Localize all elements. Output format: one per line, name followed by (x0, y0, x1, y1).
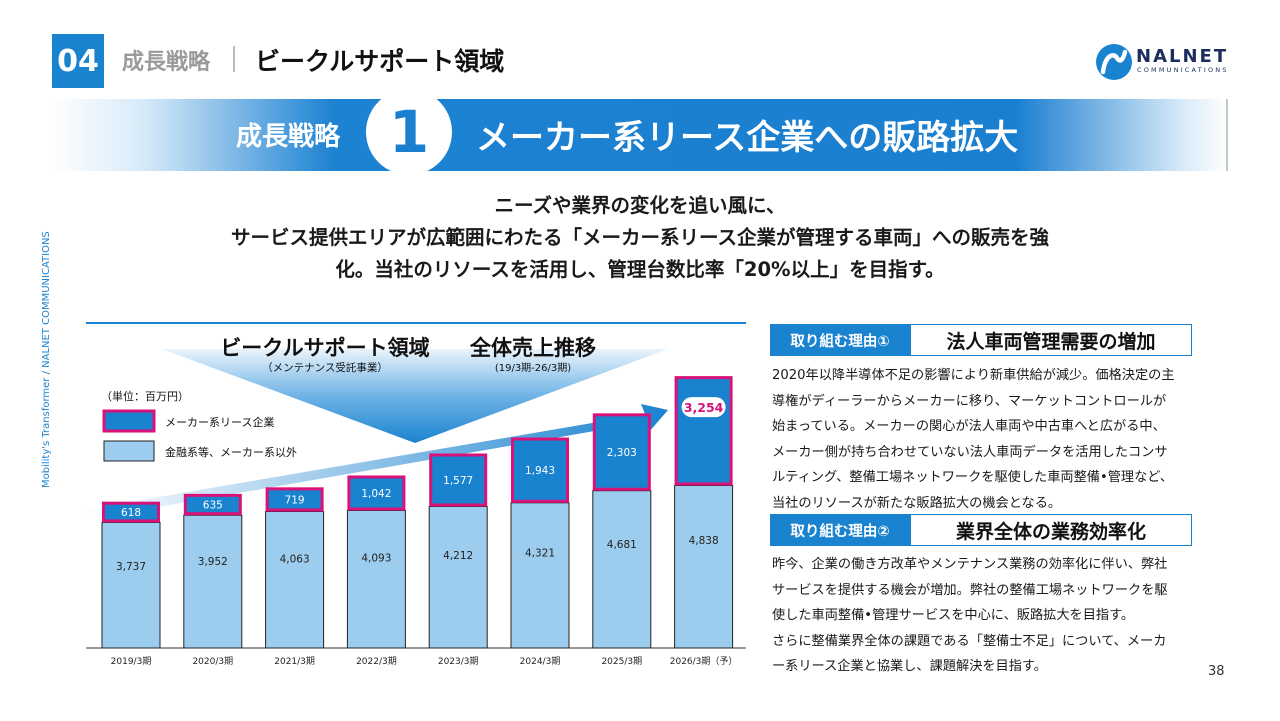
nalnet-logo-icon (1096, 44, 1132, 80)
chart-title-note: （メンテナンス受託事業） (262, 361, 388, 374)
banner-title: メーカー系リース企業への販路拡大 (476, 118, 1019, 158)
chart-title-2-note: (19/3期-26/3期) (495, 362, 571, 374)
reason-2-line: 使した車両整備•管理サービスを中心に、販路拡大を目指す。 (772, 608, 1135, 623)
legend-label-other: 金融系等、メーカー系以外 (165, 445, 297, 459)
reason-2-heading: 業界全体の業務効率化 (910, 514, 1192, 546)
bar-other (346, 509, 406, 649)
strategy-number-badge: 1 (366, 89, 452, 175)
legend-label-lease: メーカー系リース企業 (165, 415, 274, 429)
legend-swatch-other (103, 440, 155, 462)
value-label-other: 3,737 (116, 561, 146, 573)
value-label-other: 4,681 (607, 539, 637, 551)
lead-line-3: 化。当社のリソースを活用し、管理台数比率「20%以上」を目指す。 (335, 258, 945, 281)
x-tick-label: 2020/3期 (192, 656, 233, 667)
bar-lease (347, 475, 406, 511)
logo-subtitle: COMMUNICATIONS (1137, 66, 1229, 74)
x-tick-label: 2022/3期 (356, 656, 397, 667)
highlight-label-bg (681, 397, 726, 418)
value-label-other: 4,063 (280, 553, 310, 565)
chart-title-2: 全体売上推移 (469, 336, 596, 360)
bar-other (183, 514, 243, 649)
unit-label: （単位：百万円） (101, 389, 189, 403)
value-label-other: 4,838 (689, 535, 719, 547)
value-label-lease: 2,303 (607, 447, 637, 459)
logo-name: NALNET (1136, 46, 1229, 67)
bar-lease (592, 413, 651, 491)
reason-1-heading: 法人車両管理需要の増加 (910, 324, 1192, 356)
reason-1-body: 2020年以降半導体不足の影響により新車供給が減少。価格決定の主 導権がディーラ… (772, 363, 1192, 516)
x-tick-label: 2026/3期（予） (670, 656, 738, 667)
reason-2-line: 昨今、企業の働き方改革やメンテナンス業務の効率化に伴い、弊社 (772, 557, 1168, 572)
reason-1-line: ルティング、整備工場ネットワークを駆使した車両整備•管理など、 (772, 470, 1174, 485)
reason-1-line: 2020年以降半導体不足の影響により新車供給が減少。価格決定の主 (772, 368, 1175, 383)
lead-line-2: サービス提供エリアが広範囲にわたる「メーカー系リース企業が管理する車両」への販売… (230, 226, 1050, 249)
x-tick-label: 2019/3期 (111, 656, 152, 667)
value-label-lease: 635 (203, 500, 223, 512)
legend-swatch-lease (102, 409, 156, 433)
reason-1-tag: 取り組む理由① (770, 324, 910, 356)
bar-other (428, 505, 488, 649)
reason-2-body: 昨今、企業の働き方改革やメンテナンス業務の効率化に伴い、弊社 サービスを提供する… (772, 552, 1192, 680)
value-label-other: 4,212 (443, 550, 473, 562)
banner-edge-rule (1226, 99, 1228, 171)
reason-1-line: メーカー側が持ち合わせていない法人車両データを活用したコンサ (772, 444, 1168, 460)
page-title: ビークルサポート領域 (255, 47, 505, 76)
chart-title: ビークルサポート領域 (220, 336, 429, 360)
value-label-lease: 3,254 (684, 400, 724, 415)
bar-other (592, 490, 652, 649)
bar-other (101, 521, 161, 649)
lead-line-1: ニーズや業界の変化を追い風に、 (494, 194, 786, 217)
value-label-other: 4,321 (525, 547, 555, 559)
bar-lease (511, 437, 569, 503)
bar-lease (265, 487, 324, 512)
reason-2-line: サービスを提供する機会が増加。弊社の整備工場ネットワークを駆 (772, 582, 1168, 598)
title-funnel (162, 349, 668, 443)
reason-1-line: 導権がディーラーからメーカーに移り、マーケットコントロールが (772, 393, 1167, 409)
bar-lease (429, 453, 488, 507)
reason-2-line: ー系リース企業と協業し、課題解決を目指す。 (772, 659, 1047, 674)
value-label-lease: 719 (285, 494, 305, 506)
bar-other (510, 502, 570, 649)
bar-other (674, 484, 734, 649)
x-tick-label: 2024/3期 (520, 656, 561, 667)
lead-text: ニーズや業界の変化を追い風に、 サービス提供エリアが広範囲にわたる「メーカー系リ… (150, 190, 1130, 286)
reason-1-line: 当社のリソースが新たな販路拡大の機会となる。 (772, 495, 1062, 511)
x-tick-label: 2021/3期 (274, 656, 315, 667)
x-tick-label: 2023/3期 (438, 656, 479, 667)
section-category: 成長戦略 (122, 50, 211, 75)
value-label-other: 4,093 (361, 553, 391, 565)
reason-2-tag: 取り組む理由② (770, 514, 910, 546)
value-label-lease: 1,042 (361, 488, 391, 500)
bar-lease (674, 376, 733, 486)
page-number: 38 (1208, 664, 1225, 679)
reason-1-line: 始まっている。メーカーの関心が法人車両や中古車へと広がる中、 (772, 419, 1166, 434)
header-divider (233, 46, 235, 72)
value-label-lease: 618 (121, 507, 141, 519)
banner-label: 成長戦略 (236, 122, 341, 152)
bar-other (265, 510, 325, 649)
strategy-banner (52, 99, 1228, 171)
growth-arrow (82, 404, 668, 520)
value-label-lease: 1,577 (443, 475, 473, 487)
x-tick-label: 2025/3期 (601, 656, 642, 667)
section-number: 04 (52, 34, 104, 88)
value-label-lease: 1,943 (525, 465, 555, 477)
bar-lease (183, 493, 242, 516)
reason-2-line: さらに整備業界全体の課題である「整備士不足」について、メーカ (772, 633, 1167, 649)
value-label-other: 3,952 (198, 556, 228, 568)
bar-lease (102, 501, 160, 523)
